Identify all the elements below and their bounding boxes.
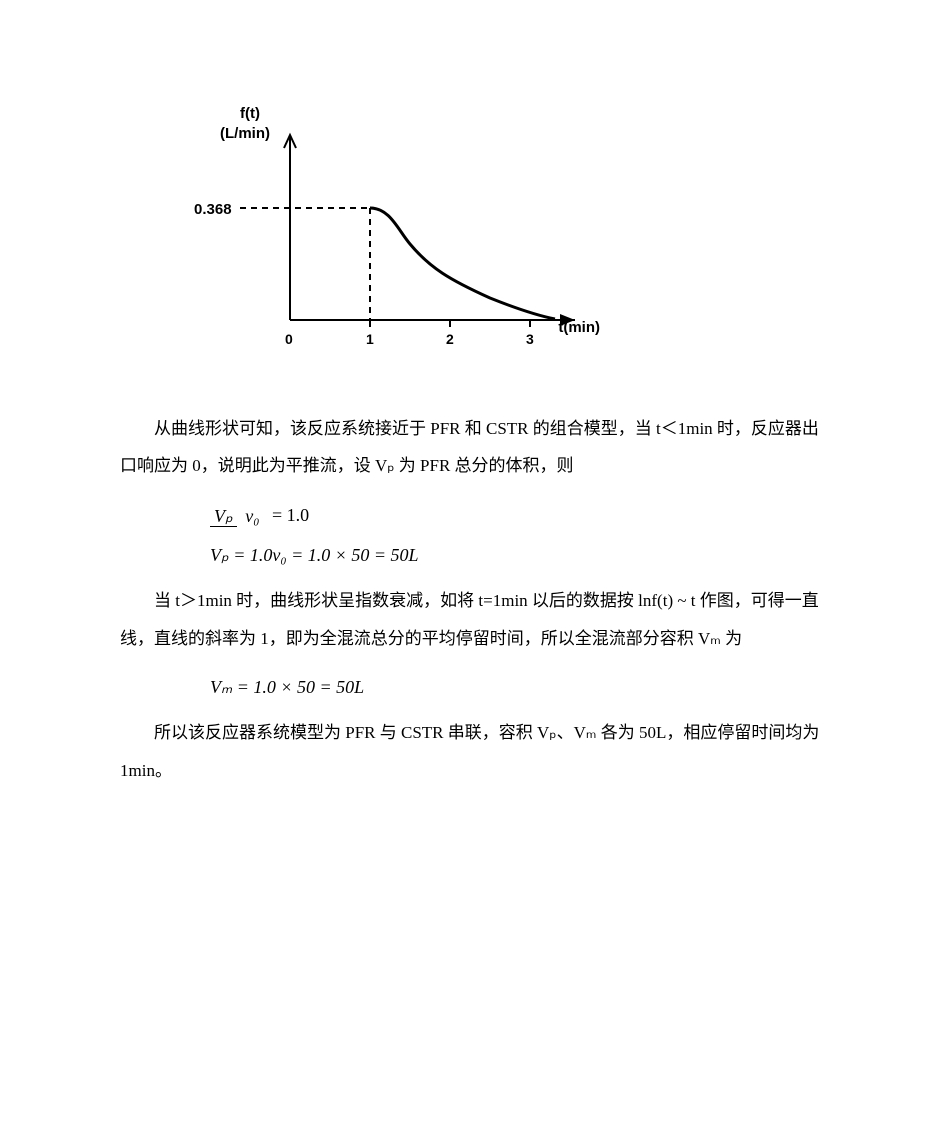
x-tick-2: 2 (446, 331, 454, 347)
y-axis-label-1: f(t) (240, 105, 260, 122)
eq3-text: Vₘ = 1.0 × 50 = 50L (210, 677, 364, 697)
rtd-chart: f(t) (L/min) 0.368 0 1 2 3 t(min) (180, 80, 600, 370)
eq1-denominator: v₀ (241, 506, 263, 526)
equation-2: Vₚ = 1.0v₀ = 1.0 × 50 = 50L (210, 543, 825, 568)
equation-1: Vₚ v₀ = 1.0 (210, 503, 825, 529)
eq1-numerator: Vₚ (210, 506, 237, 527)
equation-3: Vₘ = 1.0 × 50 = 50L (210, 675, 825, 700)
page: f(t) (L/min) 0.368 0 1 2 3 t(min) 从曲线形状可… (0, 0, 945, 1123)
x-axis-label: t(min) (558, 319, 600, 336)
x-tick-0: 0 (285, 331, 293, 347)
x-tick-1: 1 (366, 331, 374, 347)
paragraph-1: 从曲线形状可知，该反应系统接近于 PFR 和 CSTR 的组合模型，当 t＜1m… (120, 410, 825, 485)
paragraph-3: 所以该反应器系统模型为 PFR 与 CSTR 串联，容积 Vₚ、Vₘ 各为 50… (120, 714, 825, 789)
x-tick-3: 3 (526, 331, 534, 347)
paragraph-2: 当 t＞1min 时，曲线形状呈指数衰减，如将 t=1min 以后的数据按 ln… (120, 582, 825, 657)
y-axis-label-2: (L/min) (220, 125, 270, 142)
y-tick-0368: 0.368 (194, 201, 232, 218)
eq1-rhs: = 1.0 (272, 505, 309, 525)
chart-container: f(t) (L/min) 0.368 0 1 2 3 t(min) (180, 80, 825, 370)
